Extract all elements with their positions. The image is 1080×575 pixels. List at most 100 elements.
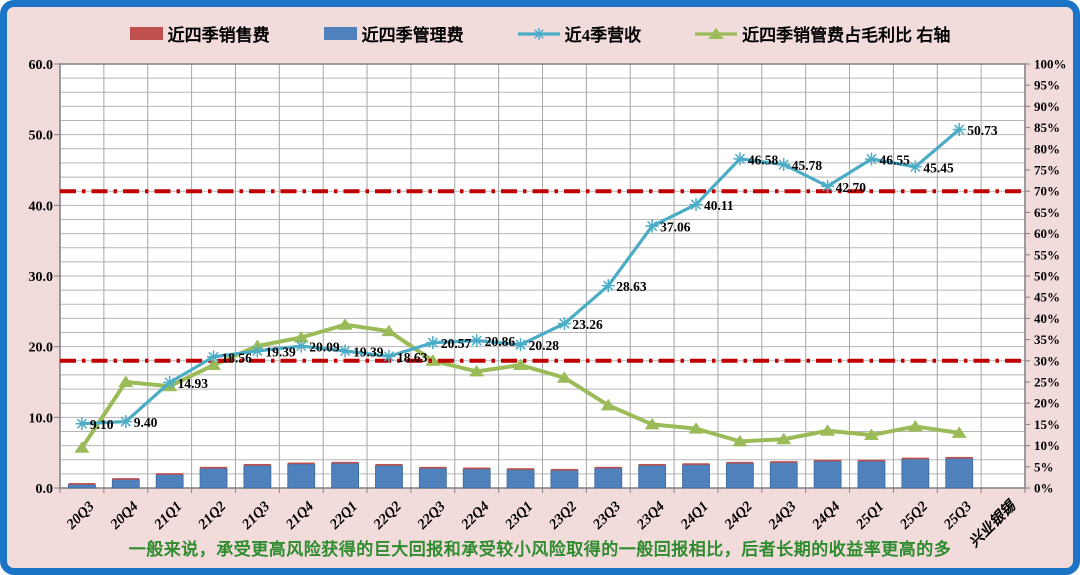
reference-lines: [60, 189, 1025, 363]
asterisk-marker-icon: [163, 375, 177, 389]
triangle-marker-icon: [863, 428, 879, 440]
svg-text:80%: 80%: [1034, 141, 1060, 156]
bar-admin-expense: [813, 460, 842, 489]
legend-item-expense-ratio: 近四季销管费占毛利比 右轴: [695, 21, 950, 46]
svg-text:90%: 90%: [1034, 99, 1060, 114]
bar-sales-expense: [463, 467, 491, 470]
svg-text:20.57: 20.57: [441, 336, 472, 351]
bar-sales-expense: [331, 461, 359, 464]
asterisk-marker-icon: [382, 349, 396, 363]
svg-text:21Q2: 21Q2: [195, 499, 230, 534]
bar-sales-expense: [507, 468, 535, 470]
asterisk-marker-icon: [952, 123, 966, 137]
asterisk-marker-icon: [338, 344, 352, 358]
triangle-marker-icon: [732, 434, 748, 447]
bar-sales-expense: [419, 466, 447, 469]
line-revenue: [75, 123, 966, 431]
bar-sales-expense: [200, 466, 228, 469]
svg-text:22Q4: 22Q4: [458, 499, 493, 534]
bar-admin-expense: [901, 458, 930, 489]
bar-sales-expense: [550, 468, 578, 471]
bar-sales-expense: [682, 463, 710, 465]
bar-sales-expense: [901, 457, 929, 460]
svg-text:60.0: 60.0: [29, 58, 54, 73]
bar-admin-expense: [594, 467, 623, 489]
asterisk-marker-icon: [864, 152, 878, 166]
chart-caption: 一般来说，承受更高风险获得的巨大回报和承受较小风险取得的一般回报相比，后者长期的…: [128, 540, 952, 559]
bar-admin-expense: [682, 464, 710, 489]
bar-admin-expense: [462, 468, 491, 489]
svg-text:40.0: 40.0: [29, 199, 54, 214]
bar-sales-expense: [594, 466, 622, 469]
svg-text:60%: 60%: [1034, 226, 1060, 241]
svg-text:0%: 0%: [1034, 481, 1054, 496]
bar-sales-expense: [726, 461, 754, 464]
asterisk-marker-icon: [207, 350, 221, 364]
svg-text:0.0: 0.0: [36, 482, 54, 497]
legend-label-revenue: 近4季营收: [564, 26, 642, 45]
bar-admin-expense: [638, 464, 667, 489]
triangle-marker-icon: [74, 441, 90, 453]
triangle-marker-icon: [425, 354, 441, 366]
right-axis: 0% 5% 10% 15% 20% 25% 30% 35% 40% 45% 50% 55% 60% 65%…: [1025, 57, 1067, 496]
svg-text:20Q4: 20Q4: [107, 499, 142, 534]
sales-expense-swatch-icon: [129, 27, 163, 40]
svg-text:24Q3: 24Q3: [765, 499, 800, 534]
admin-expense-swatch-icon: [323, 27, 357, 40]
bar-sales-expense: [814, 459, 842, 462]
triangle-marker-icon: [776, 432, 792, 445]
bar-sales-expense: [857, 459, 885, 462]
svg-text:21Q3: 21Q3: [238, 499, 273, 534]
bar-admin-expense: [287, 463, 316, 489]
svg-text:10%: 10%: [1034, 438, 1060, 453]
svg-text:20.86: 20.86: [485, 334, 516, 349]
data-labels: 9.10 9.40 14.93 18.56 19.39 20.09 19.39 18.63 20…: [90, 123, 998, 432]
svg-text:25Q2: 25Q2: [896, 499, 931, 534]
svg-text:50.0: 50.0: [29, 129, 54, 144]
triangle-marker-icon: [337, 318, 353, 330]
svg-text:46.55: 46.55: [879, 153, 910, 168]
asterisk-marker-icon: [119, 415, 133, 429]
svg-text:70%: 70%: [1034, 184, 1060, 199]
svg-text:55%: 55%: [1034, 247, 1060, 262]
triangle-marker-icon: [381, 324, 397, 337]
asterisk-marker-icon: [514, 338, 528, 352]
svg-text:10.0: 10.0: [29, 411, 54, 426]
svg-text:24Q1: 24Q1: [677, 499, 712, 534]
bar-admin-expense: [506, 469, 535, 489]
svg-text:18.63: 18.63: [397, 350, 428, 365]
bar-sales-expense: [945, 456, 973, 459]
bar-admin-expense: [769, 462, 798, 489]
svg-text:100%: 100%: [1034, 57, 1067, 72]
bar-sales-expense: [156, 473, 184, 475]
bar-admin-expense: [243, 464, 272, 489]
asterisk-marker-icon: [689, 198, 703, 212]
svg-text:5%: 5%: [1034, 459, 1054, 474]
bar-admin-expense: [68, 484, 96, 489]
bar-admin-expense: [155, 474, 184, 489]
svg-text:45.78: 45.78: [792, 158, 823, 173]
triangle-marker-icon: [644, 417, 660, 430]
bar-admin-expense: [331, 462, 360, 489]
svg-text:21Q4: 21Q4: [282, 499, 317, 534]
svg-text:25Q1: 25Q1: [852, 499, 887, 534]
svg-text:19.39: 19.39: [353, 344, 384, 359]
bar-sales-expense: [243, 463, 271, 466]
svg-text:20%: 20%: [1034, 396, 1060, 411]
legend-label-sales-expense: 近四季销售费: [167, 26, 270, 45]
bar-sales-expense: [287, 462, 315, 465]
chart-canvas: 9.10 9.40 14.93 18.56 19.39 20.09 19.39 18.63 20…: [29, 57, 1067, 551]
legend-item-admin-expense: 近四季管理费: [323, 21, 464, 46]
bar-admin-expense: [550, 469, 579, 489]
svg-text:65%: 65%: [1034, 205, 1060, 220]
svg-text:28.63: 28.63: [616, 279, 647, 294]
expense-ratio-swatch-icon: [695, 26, 738, 42]
svg-text:20.28: 20.28: [529, 338, 560, 353]
svg-text:35%: 35%: [1034, 332, 1060, 347]
bar-admin-expense: [111, 479, 140, 489]
triangle-marker-icon: [907, 420, 923, 432]
asterisk-marker-icon: [470, 334, 484, 348]
bar-admin-expense: [199, 467, 228, 489]
left-axis: 0.0 10.0 20.0 30.0 40.0 50.0 60.0: [29, 58, 60, 497]
svg-text:30%: 30%: [1034, 353, 1060, 368]
